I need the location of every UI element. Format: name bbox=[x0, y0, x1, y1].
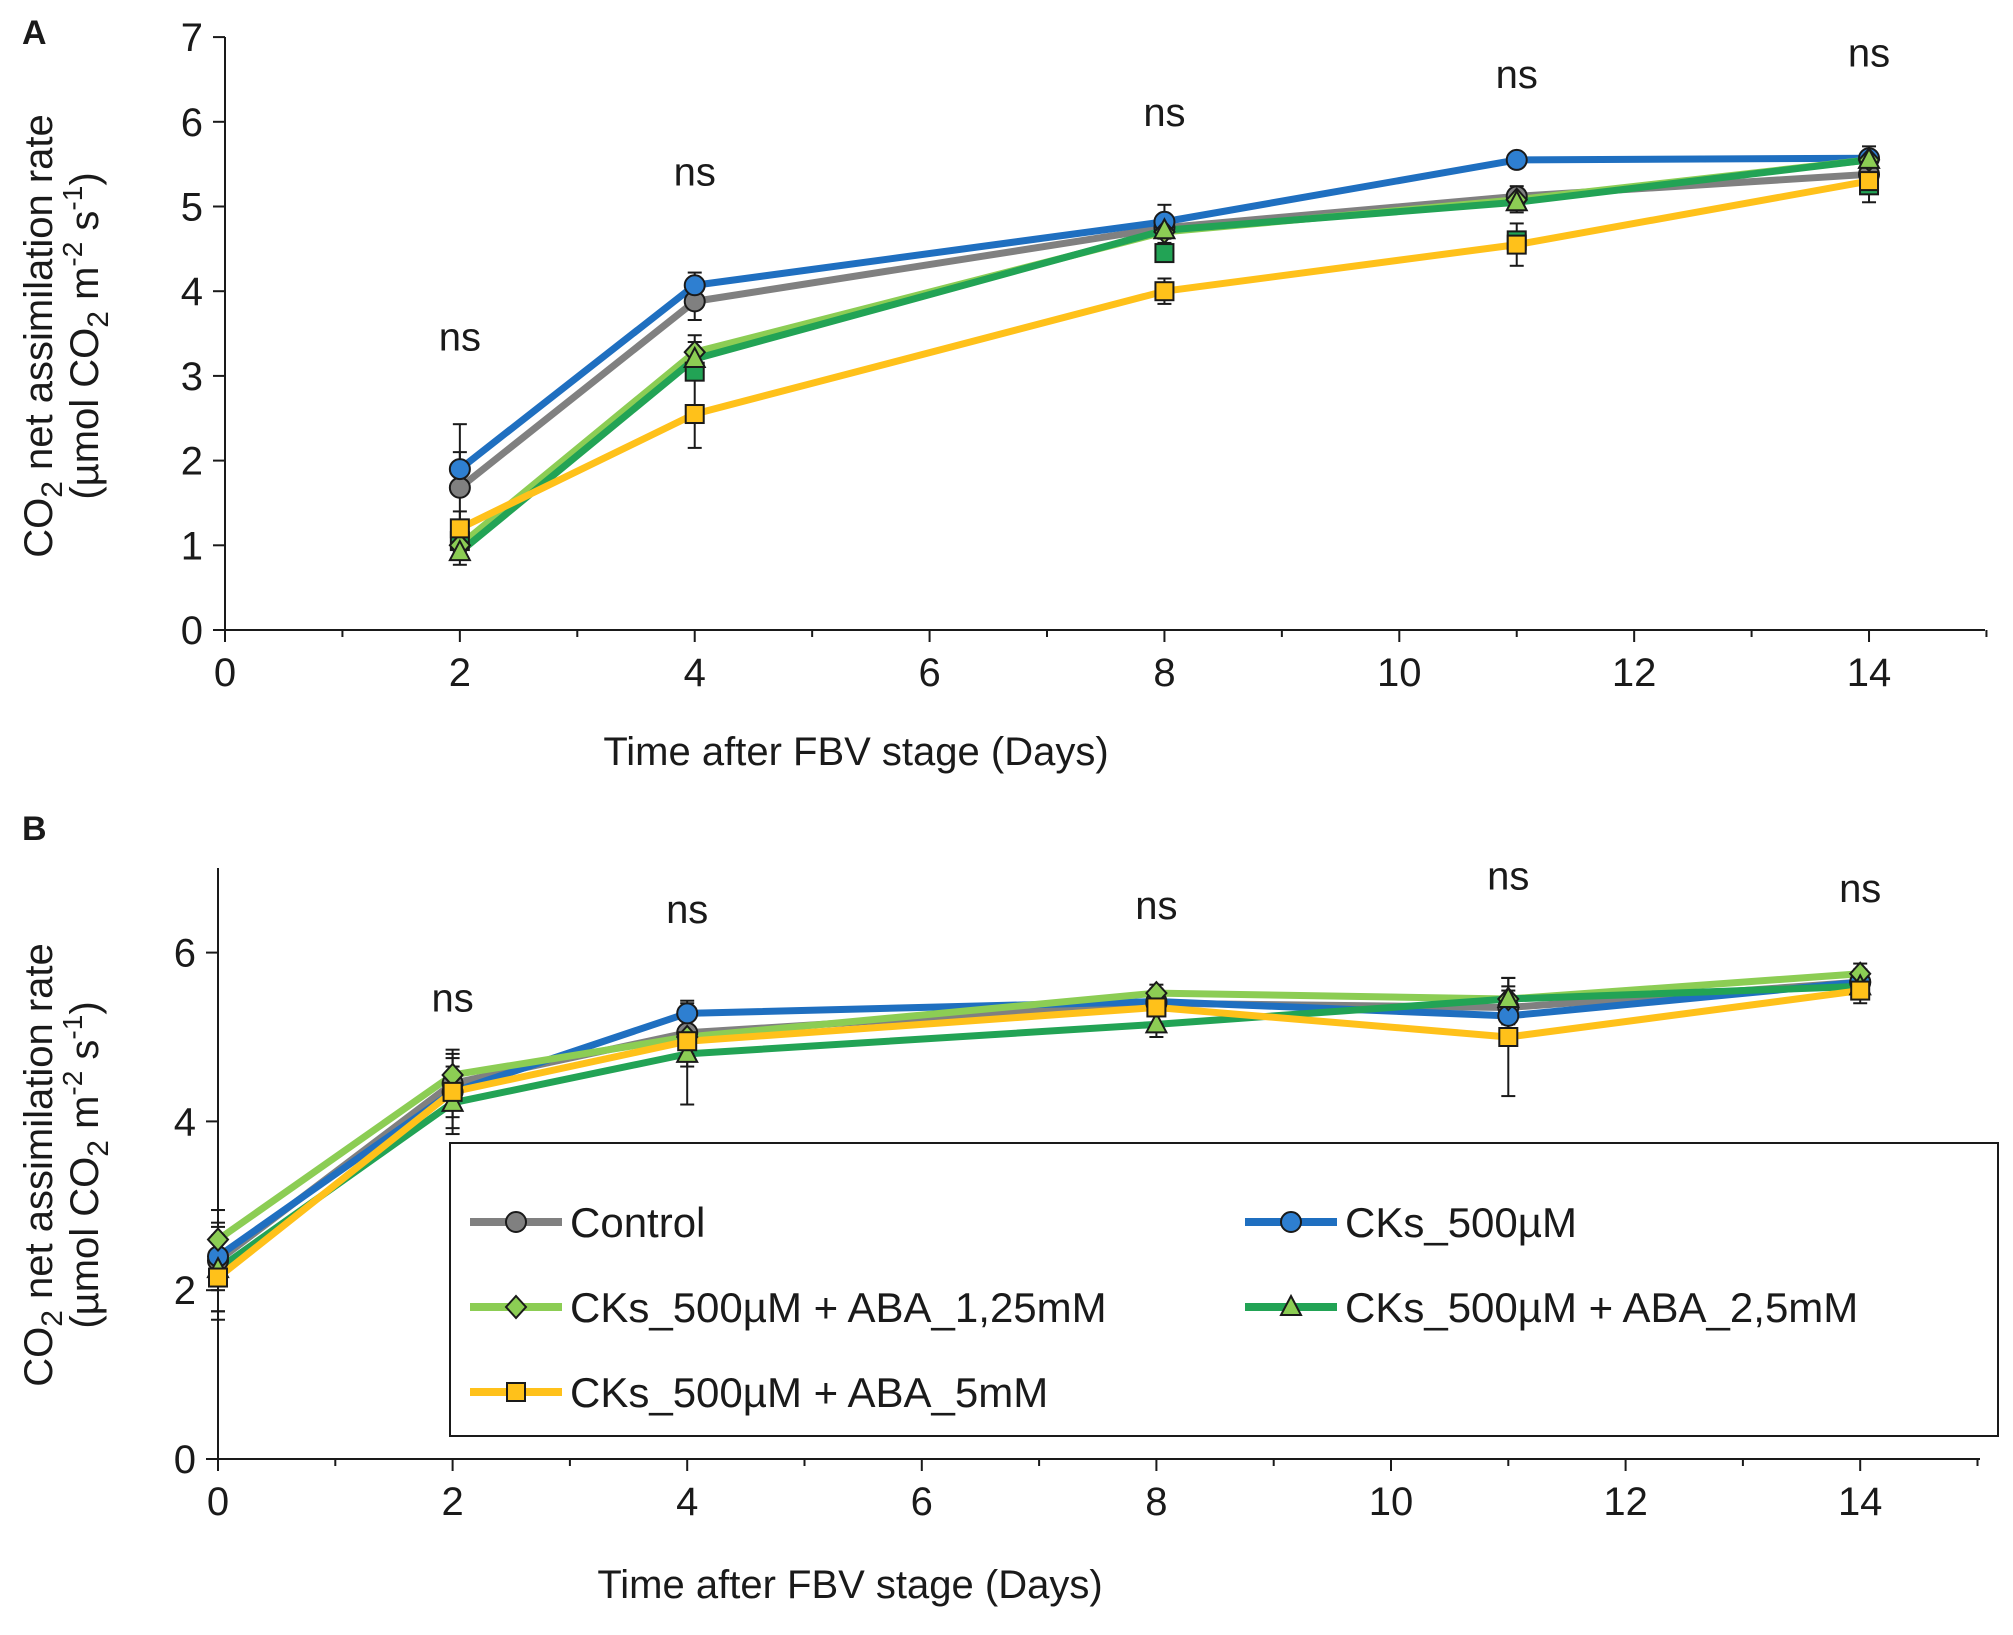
panel-a-x-tick-label: 10 bbox=[1377, 651, 1422, 695]
panel-a-x-tick-label: 8 bbox=[1153, 651, 1175, 695]
series-line bbox=[215, 982, 1861, 1272]
data-point bbox=[1152, 217, 1177, 240]
panel-b-x-tick-label: 0 bbox=[207, 1480, 229, 1524]
panel-b-y-tick-label: 4 bbox=[174, 1100, 196, 1144]
legend-label: CKs_500µM + ABA_5mM bbox=[570, 1369, 1048, 1416]
data-point bbox=[208, 1267, 228, 1288]
legend-entry: CKs_500µM + ABA_1,25mM bbox=[470, 1284, 1107, 1331]
legend: Control CKs_500µM CKs_500µM + ABA_1,25mM CK… bbox=[449, 1142, 1999, 1437]
panel-a-x-tick-label: 14 bbox=[1847, 651, 1892, 695]
data-point bbox=[442, 1081, 463, 1102]
panel-b: B 0 2 4 6 8 10 12 14 0 2 4 6 ns ns ns ns ns Time after … bbox=[17, 810, 1999, 1607]
data-point bbox=[1859, 171, 1880, 192]
data-point bbox=[1506, 234, 1527, 255]
panel-b-y-tick-label: 0 bbox=[174, 1438, 196, 1482]
panel-a-y-tick-label: 6 bbox=[181, 101, 203, 145]
panel-a-y-tick-label: 1 bbox=[181, 524, 203, 568]
data-point bbox=[449, 518, 470, 539]
panel-b-x-tick-label: 10 bbox=[1369, 1480, 1414, 1524]
data-point bbox=[683, 274, 706, 297]
svg-text:(µmol CO2 m-2 s-1): (µmol CO2 m-2 s-1) bbox=[57, 172, 115, 499]
panel-b-label: B bbox=[22, 810, 47, 848]
panel-a-y-tick-label: 0 bbox=[181, 609, 203, 653]
data-point bbox=[675, 1040, 699, 1063]
significance-annotation: ns bbox=[1135, 884, 1177, 928]
data-point bbox=[677, 1031, 698, 1052]
legend-marker bbox=[506, 1382, 526, 1402]
significance-annotation: ns bbox=[1143, 91, 1185, 135]
data-point bbox=[676, 1002, 699, 1025]
svg-text:CO2 net assimilation rate: CO2 net assimilation rate bbox=[17, 114, 69, 558]
data-point bbox=[1496, 985, 1520, 1009]
legend-marker bbox=[504, 1294, 528, 1320]
panel-a-y-tick-label: 4 bbox=[181, 270, 203, 314]
significance-annotation: ns bbox=[674, 150, 716, 194]
panel-b-x-axis-label: Time after FBV stage (Days) bbox=[597, 1563, 1102, 1607]
legend-marker bbox=[1279, 1293, 1303, 1316]
panel-a-x-tick-label: 0 bbox=[214, 651, 236, 695]
data-point bbox=[1144, 1011, 1169, 1034]
data-point bbox=[684, 404, 705, 425]
data-point bbox=[683, 345, 707, 368]
data-point bbox=[1850, 980, 1871, 1001]
panel-a-label: A bbox=[22, 14, 47, 52]
data-point bbox=[448, 476, 471, 499]
panel-b-x-tick-label: 12 bbox=[1603, 1480, 1648, 1524]
panel-a-y-axis-label: CO2 net assimilation rate (µmol CO2 m-2 … bbox=[17, 114, 115, 558]
panel-a-x-axis-label: Time after FBV stage (Days) bbox=[603, 730, 1108, 774]
significance-annotation: ns bbox=[431, 977, 473, 1021]
legend-label: CKs_500µM bbox=[1345, 1199, 1577, 1246]
data-point bbox=[1154, 281, 1175, 302]
data-point bbox=[1857, 146, 1881, 169]
panel-b-x-tick-label: 14 bbox=[1838, 1480, 1883, 1524]
panel-b-y-tick-label: 6 bbox=[174, 932, 196, 976]
data-point bbox=[448, 538, 472, 562]
legend-label: Control bbox=[570, 1199, 705, 1246]
significance-annotation: ns bbox=[1848, 32, 1890, 76]
panel-a-y-tick-label: 3 bbox=[181, 355, 203, 399]
data-point bbox=[1505, 148, 1528, 171]
series-line bbox=[215, 987, 1861, 1281]
data-point bbox=[448, 458, 471, 481]
panel-a-y-tick-label: 2 bbox=[181, 440, 203, 484]
legend-entry: CKs_500µM bbox=[1245, 1199, 1577, 1246]
significance-annotation: ns bbox=[439, 315, 481, 359]
legend-box bbox=[449, 1142, 1999, 1437]
panel-a-x-tick-label: 2 bbox=[449, 651, 471, 695]
data-point bbox=[1154, 243, 1175, 264]
legend-label: CKs_500µM + ABA_2,5mM bbox=[1345, 1284, 1858, 1331]
legend-label: CKs_500µM + ABA_1,25mM bbox=[570, 1284, 1107, 1331]
panel-a-x-tick-label: 4 bbox=[684, 651, 706, 695]
legend-entry: Control bbox=[470, 1199, 705, 1246]
panel-b-x-tick-label: 4 bbox=[676, 1480, 698, 1524]
data-point bbox=[1498, 1027, 1519, 1047]
svg-text:CO2 net assimilation rate: CO2 net assimilation rate bbox=[17, 943, 69, 1387]
legend-entry: CKs_500µM + ABA_2,5mM bbox=[1245, 1284, 1858, 1331]
significance-annotation: ns bbox=[1496, 53, 1538, 97]
data-point bbox=[1146, 997, 1167, 1018]
significance-annotation: ns bbox=[1839, 867, 1881, 911]
significance-annotation: ns bbox=[666, 888, 708, 932]
significance-annotation: ns bbox=[1487, 854, 1529, 898]
data-point bbox=[1505, 189, 1529, 212]
svg-text:(µmol CO2 m-2 s-1): (µmol CO2 m-2 s-1) bbox=[57, 1001, 115, 1328]
data-point bbox=[206, 1227, 230, 1253]
panel-b-x-tick-label: 2 bbox=[441, 1480, 463, 1524]
panel-a-x-tick-label: 6 bbox=[918, 651, 940, 695]
panel-b-y-axis-label: CO2 net assimilation rate (µmol CO2 m-2 … bbox=[17, 943, 115, 1387]
panel-a-y-tick-label: 5 bbox=[181, 186, 203, 230]
panel-b-x-tick-label: 6 bbox=[911, 1480, 933, 1524]
legend-marker bbox=[505, 1211, 527, 1233]
legend-marker bbox=[1280, 1211, 1302, 1233]
panel-b-y-tick-label: 2 bbox=[174, 1269, 196, 1313]
panel-b-x-tick-label: 8 bbox=[1145, 1480, 1167, 1524]
legend-entry: CKs_500µM + ABA_5mM bbox=[470, 1369, 1048, 1416]
panel-a-x-tick-label: 12 bbox=[1612, 651, 1657, 695]
panel-a-y-tick-label: 7 bbox=[181, 16, 203, 60]
